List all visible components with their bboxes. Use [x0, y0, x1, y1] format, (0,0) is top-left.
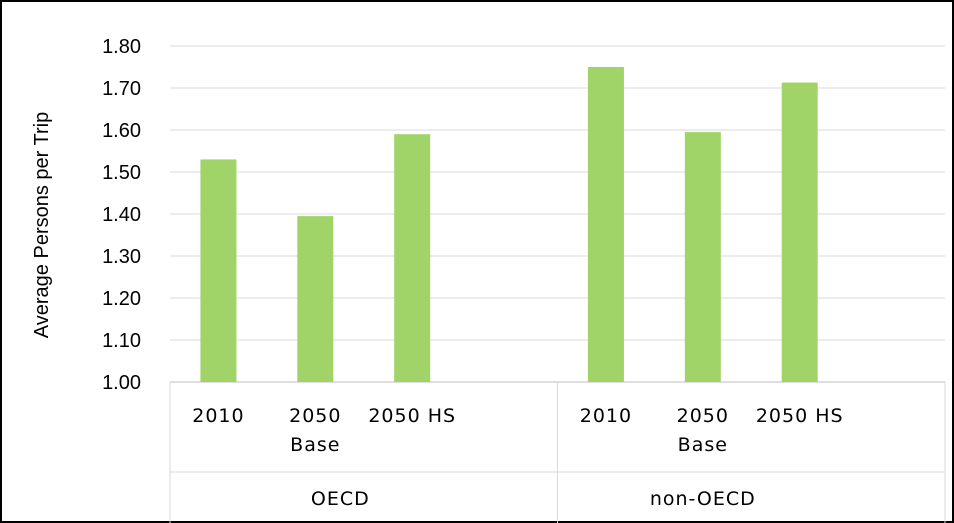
y-tick-label: 1.80 — [102, 36, 141, 58]
bar — [781, 82, 818, 382]
category-label: Base — [290, 434, 340, 456]
category-label: 2050 HS — [368, 405, 456, 427]
bar — [200, 159, 237, 382]
y-tick-label: 1.70 — [102, 78, 141, 100]
y-tick-label: 1.60 — [102, 120, 141, 142]
y-tick-label: 1.00 — [102, 372, 141, 394]
group-label: non-OECD — [650, 488, 756, 510]
category-label: 2010 — [192, 405, 244, 427]
group-label: OECD — [311, 488, 370, 510]
category-label: 2050 HS — [756, 405, 844, 427]
bar — [297, 216, 334, 382]
bar — [684, 132, 721, 382]
bar — [394, 134, 431, 382]
category-label: Base — [678, 434, 728, 456]
y-tick-label: 1.50 — [102, 162, 141, 184]
y-axis-title: Average Persons per Trip — [31, 112, 53, 338]
y-tick-labels: 1.00 1.10 1.20 1.30 1.40 1.50 1.60 1.70 1.80 — [102, 36, 141, 394]
category-label: 2050 — [289, 405, 341, 427]
y-tick-label: 1.20 — [102, 288, 141, 310]
gridlines — [170, 45, 945, 383]
x-axis: 2010 2050 Base 2050 HS OECD 2010 2050 Base 2050 … — [169, 382, 946, 523]
y-tick-label: 1.10 — [102, 330, 141, 352]
y-tick-label: 1.30 — [102, 246, 141, 268]
bar — [587, 67, 624, 382]
bars — [200, 67, 818, 382]
y-tick-label: 1.40 — [102, 204, 141, 226]
category-label: 2010 — [580, 405, 632, 427]
category-label: 2050 — [677, 405, 729, 427]
